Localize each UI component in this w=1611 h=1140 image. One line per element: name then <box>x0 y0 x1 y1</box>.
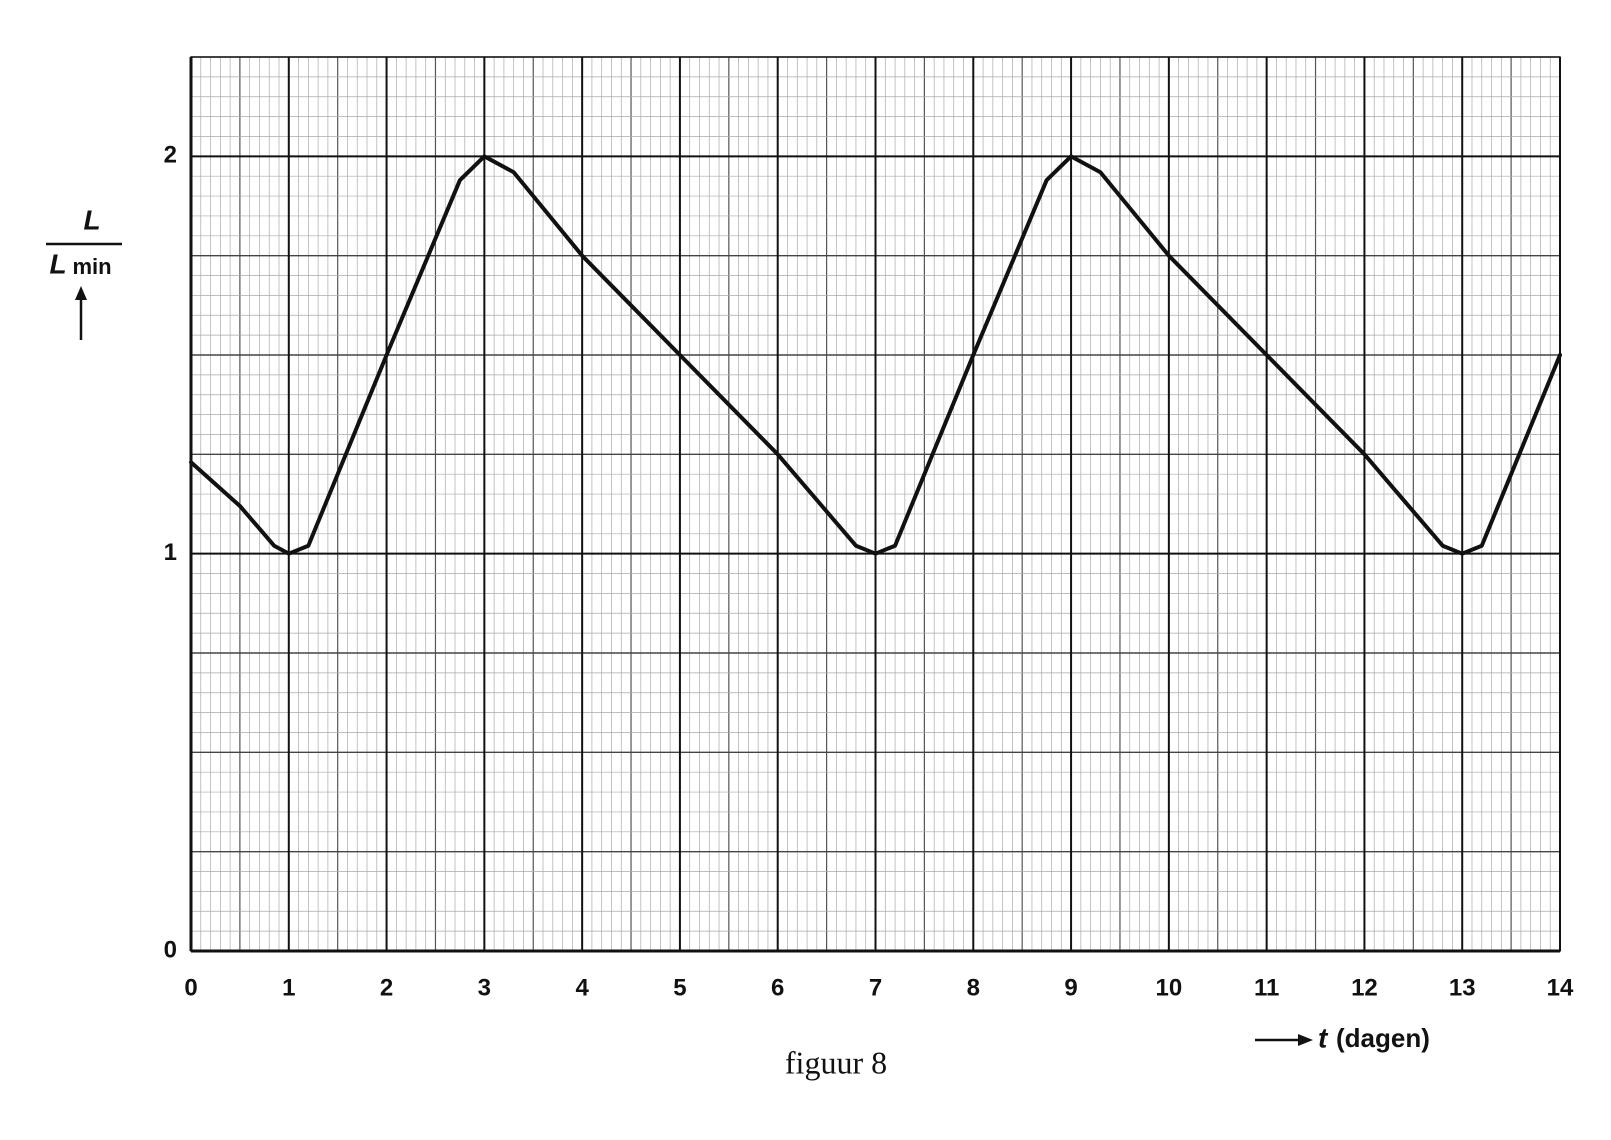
x-tick-label: 8 <box>967 974 980 1001</box>
caption: figuur 8 <box>785 1044 887 1080</box>
y-label-subscript: min <box>72 254 111 279</box>
plot <box>189 154 1562 556</box>
y-label-denominator: L <box>49 248 66 279</box>
y-tick-label: 1 <box>164 539 177 566</box>
x-label-unit: (dagen) <box>1336 1023 1430 1053</box>
x-tick-label: 3 <box>478 974 491 1001</box>
x-tick-label: 1 <box>282 974 295 1001</box>
data-line <box>189 154 1562 556</box>
y-arrow-head <box>75 286 87 300</box>
x-tick-label: 9 <box>1064 974 1077 1001</box>
y-tick-label: 2 <box>164 142 177 169</box>
x-tick-label: 14 <box>1547 974 1574 1001</box>
x-tick-label: 6 <box>771 974 784 1001</box>
y-tick-label: 0 <box>164 936 177 963</box>
x-tick-label: 11 <box>1254 974 1279 1001</box>
x-label-symbol: t <box>1318 1022 1329 1053</box>
x-tick-label: 10 <box>1156 974 1183 1001</box>
x-tick-label: 2 <box>380 974 393 1001</box>
x-tick-label: 7 <box>869 974 882 1001</box>
x-tick-label: 12 <box>1351 974 1378 1001</box>
x-tick-label: 4 <box>575 974 589 1001</box>
grid <box>189 56 1561 953</box>
x-tick-label: 0 <box>184 974 197 1001</box>
x-tick-label: 13 <box>1449 974 1476 1001</box>
x-arrow-head <box>1298 1034 1313 1046</box>
x-tick-label: 5 <box>673 974 686 1001</box>
y-label-numerator: L <box>83 204 100 235</box>
